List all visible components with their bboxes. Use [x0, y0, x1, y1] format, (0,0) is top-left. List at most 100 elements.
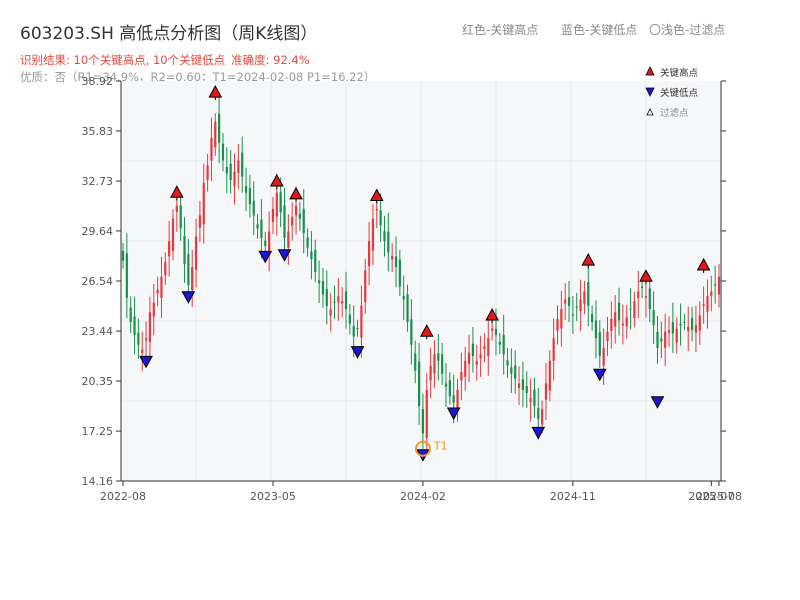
key-low-marker	[258, 250, 273, 264]
candle-body	[283, 205, 286, 239]
candle-body	[144, 338, 148, 341]
candle-body	[456, 389, 459, 411]
candle-body	[398, 259, 401, 287]
y-tick-label: 29.64	[82, 225, 114, 238]
key-high-marker	[269, 173, 284, 187]
candle-body	[552, 338, 555, 361]
legend-light-note: 〇浅色-过滤点	[649, 23, 726, 37]
candle-body	[183, 235, 186, 264]
candle-body	[275, 192, 278, 217]
candle-body	[433, 354, 436, 374]
candle-body	[218, 113, 221, 143]
candle-body	[629, 308, 632, 310]
candle-body	[533, 389, 536, 407]
candle-body	[640, 286, 644, 289]
candle-body	[637, 291, 640, 298]
candle-body	[256, 224, 259, 229]
x-tick-label: 2023-05	[250, 490, 296, 503]
key-low-marker	[139, 355, 153, 369]
candle-body	[271, 208, 275, 223]
key-high-marker	[696, 257, 711, 271]
candle-body	[221, 143, 225, 161]
key-high-marker	[419, 324, 434, 337]
candle-body	[694, 325, 698, 333]
candle-body	[291, 217, 294, 226]
candle-body	[625, 317, 628, 327]
candle-body	[556, 318, 559, 331]
candle-body	[129, 307, 132, 323]
y-tick-label: 38.92	[82, 75, 114, 88]
legend-red-note: 红色-关键高点	[462, 23, 539, 37]
legend-marker-filtered	[646, 108, 654, 116]
key-low-marker	[350, 346, 365, 359]
candle-body	[375, 208, 378, 211]
candle-body	[664, 331, 667, 348]
accuracy-text: 准确度: 92.4%	[231, 53, 310, 67]
candle-body	[179, 205, 182, 229]
candle-body	[671, 322, 674, 334]
candle-body	[652, 310, 655, 326]
x-tick-label: 2025-07	[688, 490, 734, 503]
candle-body	[421, 409, 425, 434]
legend-marker-high	[645, 66, 655, 76]
candle-body	[314, 249, 317, 272]
candle-body	[644, 296, 648, 298]
candle-body	[164, 262, 167, 276]
candle-body	[675, 328, 678, 343]
candle-body	[148, 312, 152, 342]
candle-body	[379, 210, 382, 226]
candle-body	[606, 331, 609, 342]
candle-body	[564, 299, 567, 304]
candle-body	[690, 318, 694, 331]
candle-body	[687, 326, 690, 332]
candle-body	[460, 372, 463, 381]
candle-body	[206, 165, 209, 180]
candle-body	[698, 315, 701, 331]
candle-body	[260, 219, 263, 239]
candle-body	[633, 301, 636, 319]
legend-label-filtered: 过滤点	[660, 107, 689, 119]
candle-body	[717, 276, 721, 295]
candle-body	[567, 297, 571, 306]
x-tick-label: 2024-11	[550, 490, 596, 503]
key-low-marker	[181, 291, 196, 304]
key-high-marker	[485, 307, 499, 321]
candle-body	[471, 343, 475, 356]
candle-body	[298, 213, 301, 219]
candle-body	[575, 306, 578, 308]
candle-body	[137, 332, 140, 345]
candle-body	[125, 253, 128, 298]
candle-body	[517, 383, 521, 388]
candle-body	[233, 171, 236, 187]
y-tick-label: 17.25	[82, 425, 114, 438]
candle-body	[264, 240, 267, 247]
candle-body	[648, 288, 651, 310]
legend-label-high: 关键高点	[660, 67, 699, 79]
key-low-marker	[277, 249, 292, 262]
key-high-marker	[581, 253, 596, 266]
candle-body	[371, 218, 375, 251]
candle-body	[529, 397, 532, 403]
key-low-marker	[592, 368, 607, 382]
candle-body	[302, 209, 305, 234]
candle-body	[152, 302, 155, 317]
candle-body	[679, 323, 682, 326]
candle-body	[133, 316, 136, 335]
candle-body	[660, 338, 663, 342]
candle-body	[241, 152, 244, 177]
candle-body	[175, 205, 178, 212]
candle-body	[352, 325, 355, 337]
legend-label-low: 关键低点	[660, 87, 699, 99]
candle-body	[202, 183, 205, 225]
candle-body	[187, 254, 190, 285]
candle-body	[475, 360, 478, 365]
y-tick-label: 35.83	[82, 125, 114, 138]
y-tick-label: 26.54	[82, 275, 114, 288]
candle-body	[683, 321, 686, 323]
candle-body	[198, 215, 202, 228]
y-tick-label: 23.44	[82, 325, 114, 338]
candle-body	[321, 281, 325, 295]
candle-body	[310, 251, 313, 260]
key-high-marker	[289, 186, 303, 200]
candle-body	[391, 255, 394, 260]
